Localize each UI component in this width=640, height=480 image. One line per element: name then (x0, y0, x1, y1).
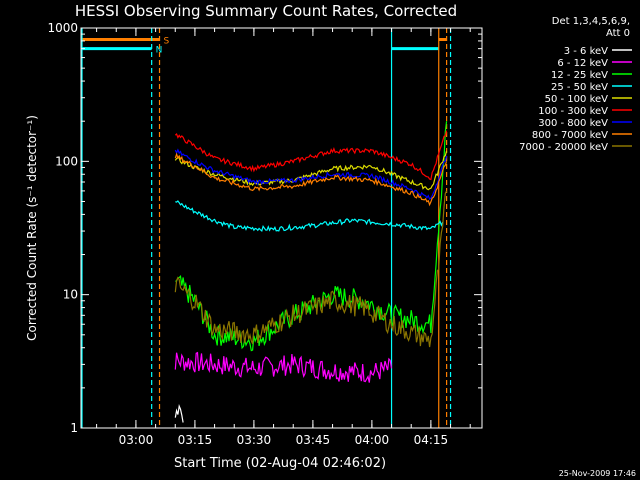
series-line-12-25-kev (175, 121, 448, 352)
y-tick-label: 1000 (47, 21, 78, 35)
series-line-6-12-kev (174, 351, 393, 383)
time-markers (81, 28, 452, 428)
x-tick-label: 03:00 (119, 433, 154, 447)
series-line-3-6-kev (174, 404, 184, 423)
legend-label: 25 - 50 keV (551, 82, 608, 93)
series-line-800-7000-kev (174, 152, 448, 207)
footer-timestamp: 25-Nov-2009 17:46 (559, 469, 636, 478)
series-line-50-100-kev (174, 150, 448, 191)
legend-label: 100 - 300 keV (538, 106, 608, 117)
legend-label: 300 - 800 keV (538, 118, 608, 129)
y-tick-label: 10 (63, 288, 78, 302)
x-tick-label: 03:15 (178, 433, 213, 447)
series-line-300-800-kev (174, 148, 448, 200)
legend-label: 6 - 12 keV (557, 58, 608, 69)
flag-label-n: N (156, 46, 163, 56)
legend-label: 12 - 25 keV (551, 70, 608, 81)
legend-header: Det 1,3,4,5,6,9, (552, 16, 630, 27)
x-tick-label: 04:15 (414, 433, 449, 447)
legend-label: 800 - 7000 keV (532, 130, 608, 141)
legend-label: 7000 - 20000 keV (519, 142, 608, 153)
plot-frame (80, 27, 483, 429)
x-tick-label: 03:30 (237, 433, 272, 447)
y-tick-label: 100 (55, 154, 78, 168)
series-line-25-50-kev (175, 200, 444, 232)
x-tick-label: 03:45 (296, 433, 331, 447)
y-tick-label: 1 (70, 421, 78, 435)
legend-header: Att 0 (606, 28, 630, 39)
flag-bars: SN (81, 36, 447, 56)
series-line-100-300-kev (174, 130, 448, 181)
y-axis-label: Corrected Count Rate (s⁻¹ detector⁻¹) (25, 115, 39, 341)
legend-label: 3 - 6 keV (564, 46, 608, 57)
series-line-7000-20000-kev (174, 190, 448, 348)
x-axis-ticks: 03:00 03:15 03:30 03:45 04:00 04:15 (96, 28, 471, 447)
x-tick-label: 04:00 (355, 433, 390, 447)
legend-label: 50 - 100 keV (545, 94, 609, 105)
series-lines (174, 121, 448, 423)
y-axis-ticks: 1 10 100 1000 (47, 21, 482, 435)
chart-title: HESSI Observing Summary Count Rates, Cor… (75, 2, 457, 20)
flag-label-s: S (164, 36, 170, 46)
x-axis-label: Start Time (02-Aug-04 02:46:02) (174, 456, 386, 471)
